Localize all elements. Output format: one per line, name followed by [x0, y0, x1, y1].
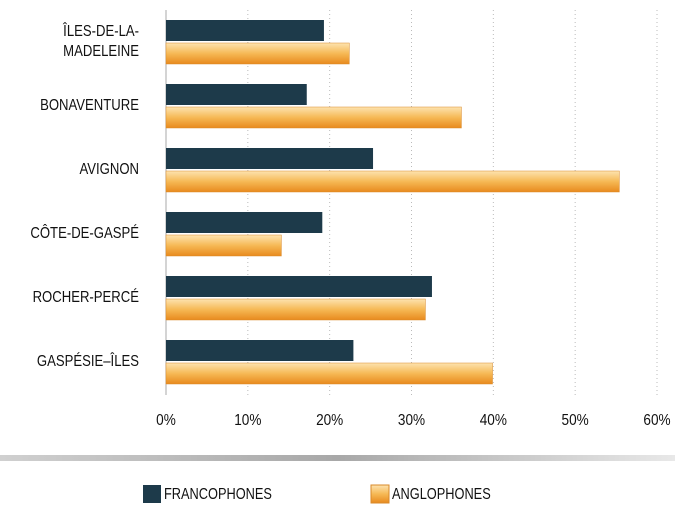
separator: [0, 455, 675, 461]
bar: [165, 170, 620, 193]
x-tick-label: 60%: [643, 412, 670, 429]
bar: [165, 42, 350, 65]
category-label: AVIGNON: [79, 161, 139, 178]
x-tick-label: 0%: [156, 412, 176, 429]
bar: [165, 234, 282, 257]
legend-label: FRANCOPHONES: [164, 486, 272, 504]
bar: [166, 84, 307, 105]
category-label: GASPÉSIE–ÎLES: [36, 353, 140, 370]
x-tick-label: 20%: [316, 412, 343, 429]
bar: [166, 212, 323, 233]
category-label: ÎLES-DE-LA- MADELEINE: [63, 23, 139, 60]
category-label: ROCHER-PERCÉ: [32, 289, 139, 306]
legend-swatch: [143, 485, 161, 503]
x-tick-label: 10%: [234, 412, 261, 429]
bar: [165, 362, 493, 385]
bar: [166, 148, 374, 169]
category-label: BONAVENTURE: [40, 97, 140, 114]
x-tick-label: 30%: [398, 412, 425, 429]
bar: [166, 340, 354, 361]
x-tick-label: 50%: [562, 412, 589, 429]
x-tick-label: 40%: [480, 412, 507, 429]
legend-swatch: [370, 484, 390, 504]
bar: [165, 106, 462, 129]
bar: [166, 276, 432, 297]
bar: [165, 298, 426, 321]
legend-label: ANGLOPHONES: [392, 486, 491, 504]
bar: [166, 20, 324, 41]
category-label: CÔTE-DE-GASPÉ: [30, 225, 140, 242]
